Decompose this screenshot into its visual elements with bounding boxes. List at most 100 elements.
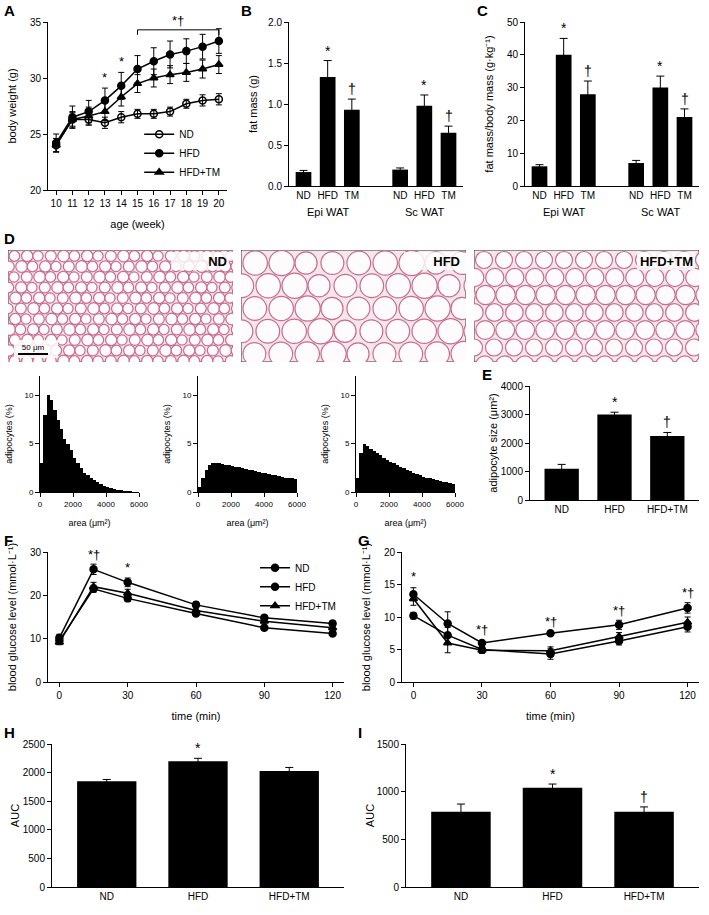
svg-text:HFD: HFD: [553, 190, 574, 201]
svg-text:1000: 1000: [377, 786, 400, 797]
svg-text:*: *: [102, 70, 107, 85]
svg-text:60: 60: [190, 690, 202, 701]
svg-text:15: 15: [132, 198, 144, 209]
svg-text:20: 20: [30, 590, 42, 601]
svg-text:90: 90: [613, 690, 625, 701]
svg-text:11: 11: [67, 198, 78, 209]
svg-text:HFD: HFD: [414, 190, 435, 201]
svg-text:*†: *†: [682, 585, 694, 600]
svg-text:*†: *†: [88, 547, 100, 562]
svg-text:1.0: 1.0: [268, 99, 282, 110]
svg-text:*: *: [119, 54, 124, 69]
svg-text:†: †: [445, 108, 453, 124]
svg-text:0: 0: [35, 677, 41, 688]
svg-text:Sc WAT: Sc WAT: [641, 206, 680, 218]
svg-text:*: *: [612, 394, 618, 410]
svg-text:4000: 4000: [413, 500, 431, 509]
svg-text:time (min): time (min): [526, 710, 575, 722]
svg-text:0: 0: [29, 488, 34, 497]
svg-text:HFD+TM: HFD+TM: [269, 891, 310, 902]
svg-text:HFD: HFD: [433, 254, 460, 269]
svg-text:10: 10: [507, 148, 519, 159]
svg-text:HFD: HFD: [542, 891, 563, 902]
svg-text:adipocytes (%): adipocytes (%): [320, 404, 330, 464]
svg-text:2000: 2000: [222, 500, 240, 509]
svg-text:*: *: [325, 43, 331, 59]
svg-text:*: *: [195, 740, 201, 756]
svg-text:2000: 2000: [501, 438, 524, 449]
svg-text:30: 30: [122, 690, 134, 701]
svg-text:HFD: HFD: [188, 891, 209, 902]
svg-text:20: 20: [213, 198, 225, 209]
svg-text:blood glucose level (mmol·L⁻¹): blood glucose level (mmol·L⁻¹): [6, 543, 18, 691]
svg-text:6000: 6000: [446, 500, 464, 509]
svg-text:120: 120: [324, 690, 341, 701]
svg-text:HFD: HFD: [604, 504, 625, 515]
svg-text:4000: 4000: [255, 500, 273, 509]
svg-text:10: 10: [24, 391, 33, 400]
svg-text:HFD: HFD: [650, 190, 671, 201]
svg-text:10: 10: [182, 391, 191, 400]
svg-text:1000: 1000: [23, 824, 46, 835]
svg-text:HFD+TM: HFD+TM: [624, 891, 665, 902]
svg-text:50 μm: 50 μm: [22, 343, 45, 352]
svg-text:5: 5: [187, 439, 192, 448]
svg-text:HFD+TM: HFD+TM: [647, 504, 688, 515]
svg-text:*: *: [421, 77, 427, 93]
svg-text:AUC: AUC: [364, 804, 376, 827]
svg-text:area (μm²): area (μm²): [384, 518, 426, 528]
svg-text:ND: ND: [179, 129, 193, 140]
svg-text:17: 17: [164, 198, 176, 209]
svg-text:10: 10: [51, 198, 63, 209]
svg-text:*†: *†: [172, 13, 184, 28]
svg-text:20: 20: [384, 547, 396, 558]
svg-text:HFD+TM: HFD+TM: [295, 601, 336, 612]
svg-text:15: 15: [384, 579, 396, 590]
svg-text:HFD+TM: HFD+TM: [640, 254, 693, 269]
svg-text:*: *: [561, 20, 567, 36]
svg-text:30: 30: [30, 547, 42, 558]
svg-text:ND: ND: [393, 190, 407, 201]
svg-text:area (μm²): area (μm²): [226, 518, 268, 528]
svg-text:*: *: [411, 569, 416, 584]
svg-text:2000: 2000: [64, 500, 82, 509]
svg-text:5: 5: [29, 439, 34, 448]
svg-text:13: 13: [99, 198, 111, 209]
svg-text:25: 25: [30, 129, 42, 140]
svg-text:0: 0: [512, 181, 518, 192]
svg-text:1000: 1000: [501, 466, 524, 477]
svg-text:time (min): time (min): [172, 710, 221, 722]
svg-text:1500: 1500: [377, 739, 400, 750]
svg-text:2.0: 2.0: [268, 17, 282, 28]
svg-text:age (week): age (week): [110, 218, 164, 230]
svg-text:5: 5: [345, 439, 350, 448]
svg-text:3000: 3000: [501, 409, 524, 420]
svg-text:30: 30: [30, 73, 42, 84]
svg-text:*†: *†: [613, 603, 625, 618]
svg-text:30: 30: [507, 82, 519, 93]
svg-text:1.5: 1.5: [268, 58, 282, 69]
svg-text:HFD: HFD: [295, 582, 316, 593]
svg-text:6000: 6000: [288, 500, 306, 509]
svg-text:ND: ND: [554, 504, 568, 515]
svg-text:2500: 2500: [23, 739, 46, 750]
svg-text:ND: ND: [100, 891, 114, 902]
svg-text:6000: 6000: [130, 500, 148, 509]
svg-text:0.5: 0.5: [268, 140, 282, 151]
svg-text:0: 0: [38, 500, 43, 509]
svg-text:0: 0: [389, 677, 395, 688]
svg-text:†: †: [584, 63, 592, 79]
svg-text:TM: TM: [677, 190, 691, 201]
svg-text:14: 14: [116, 198, 128, 209]
svg-text:10: 10: [340, 391, 349, 400]
svg-text:ND: ND: [532, 190, 546, 201]
svg-text:1500: 1500: [23, 796, 46, 807]
svg-text:adipocytes (%): adipocytes (%): [162, 404, 172, 464]
svg-text:adipocyte size (μm²): adipocyte size (μm²): [487, 393, 499, 492]
svg-text:*: *: [550, 766, 556, 782]
svg-text:HFD: HFD: [317, 190, 338, 201]
svg-text:0: 0: [196, 500, 201, 509]
svg-text:HFD: HFD: [179, 148, 200, 159]
svg-text:Epi WAT: Epi WAT: [543, 206, 585, 218]
svg-text:ND: ND: [295, 563, 309, 574]
